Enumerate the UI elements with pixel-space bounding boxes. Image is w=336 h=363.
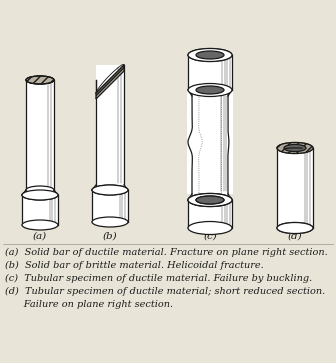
Ellipse shape	[92, 185, 128, 195]
Ellipse shape	[92, 217, 128, 227]
Text: (c): (c)	[203, 232, 217, 241]
Bar	[96, 65, 124, 185]
Text: (d): (d)	[288, 232, 302, 241]
Ellipse shape	[188, 193, 232, 207]
Ellipse shape	[277, 143, 313, 154]
Ellipse shape	[188, 193, 232, 207]
Ellipse shape	[196, 196, 224, 204]
Bar	[188, 200, 232, 228]
Bar	[26, 80, 54, 190]
Ellipse shape	[277, 143, 313, 154]
Polygon shape	[188, 194, 232, 200]
Ellipse shape	[188, 49, 232, 61]
Bar	[187, 90, 233, 194]
Bar	[22, 195, 58, 225]
Polygon shape	[22, 190, 58, 195]
Text: (d)  Tubular specimen of ductile material; short reduced section.: (d) Tubular specimen of ductile material…	[5, 287, 325, 296]
Ellipse shape	[188, 83, 232, 97]
Bar	[277, 148, 313, 228]
Polygon shape	[188, 90, 232, 96]
Ellipse shape	[22, 190, 58, 200]
Ellipse shape	[277, 223, 313, 233]
Ellipse shape	[188, 221, 232, 234]
Ellipse shape	[188, 49, 232, 61]
Polygon shape	[92, 185, 128, 190]
Ellipse shape	[196, 86, 224, 94]
Bar	[188, 55, 232, 90]
Polygon shape	[96, 65, 124, 99]
Ellipse shape	[188, 193, 232, 207]
Text: (c)  Tubular specimen of ductile material. Failure by buckling.: (c) Tubular specimen of ductile material…	[5, 274, 312, 283]
Ellipse shape	[277, 223, 313, 233]
Ellipse shape	[26, 76, 54, 84]
Ellipse shape	[26, 186, 54, 194]
Text: (a): (a)	[33, 232, 47, 241]
Ellipse shape	[196, 51, 224, 59]
Text: (b): (b)	[103, 232, 117, 241]
Ellipse shape	[284, 144, 306, 151]
Text: (a)  Solid bar of ductile material. Fracture on plane right section.: (a) Solid bar of ductile material. Fract…	[5, 248, 328, 257]
Text: (b)  Solid bar of brittle material. Helicoidal fracture.: (b) Solid bar of brittle material. Helic…	[5, 261, 264, 270]
Bar	[92, 190, 128, 222]
Ellipse shape	[22, 220, 58, 230]
Ellipse shape	[26, 76, 54, 84]
Ellipse shape	[196, 196, 224, 204]
Ellipse shape	[92, 185, 128, 195]
Ellipse shape	[22, 190, 58, 200]
Text: Failure on plane right section.: Failure on plane right section.	[5, 300, 173, 309]
